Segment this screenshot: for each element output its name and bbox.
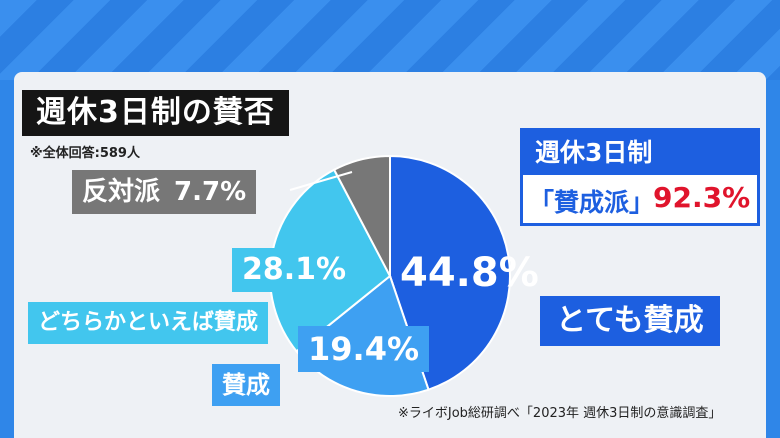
sample-note: ※全体回答:589人 — [30, 146, 140, 161]
label-rather-agree: どちらかといえば賛成 — [28, 302, 269, 344]
label-agree-pct: 19.4% — [298, 326, 430, 372]
label-oppose: 反対派 7.7% — [72, 170, 257, 214]
summary-label: 「賛成派」 — [529, 188, 655, 217]
label-oppose-pct: 7.7% — [174, 177, 247, 207]
label-rather-agree-pct: 28.1% — [232, 248, 357, 292]
oppose-leader-line — [289, 171, 353, 191]
header-stripes — [0, 0, 780, 80]
pie-slice-oppose — [332, 154, 391, 277]
label-strongly-agree: とても賛成 — [540, 296, 720, 346]
summary-box: 週休3日制 「賛成派」 92.3% — [520, 128, 760, 226]
source-note: ※ライボJob総研調べ「2023年 週休3日制の意識調査」 — [398, 406, 722, 421]
summary-heading: 週休3日制 — [523, 131, 757, 175]
summary-value: 92.3% — [653, 181, 751, 214]
label-oppose-text: 反対派 — [82, 177, 161, 207]
chart-title: 週休3日制の賛否 — [22, 90, 289, 136]
label-agree: 賛成 — [212, 364, 280, 406]
label-strongly-agree-pct: 44.8% — [400, 250, 539, 296]
